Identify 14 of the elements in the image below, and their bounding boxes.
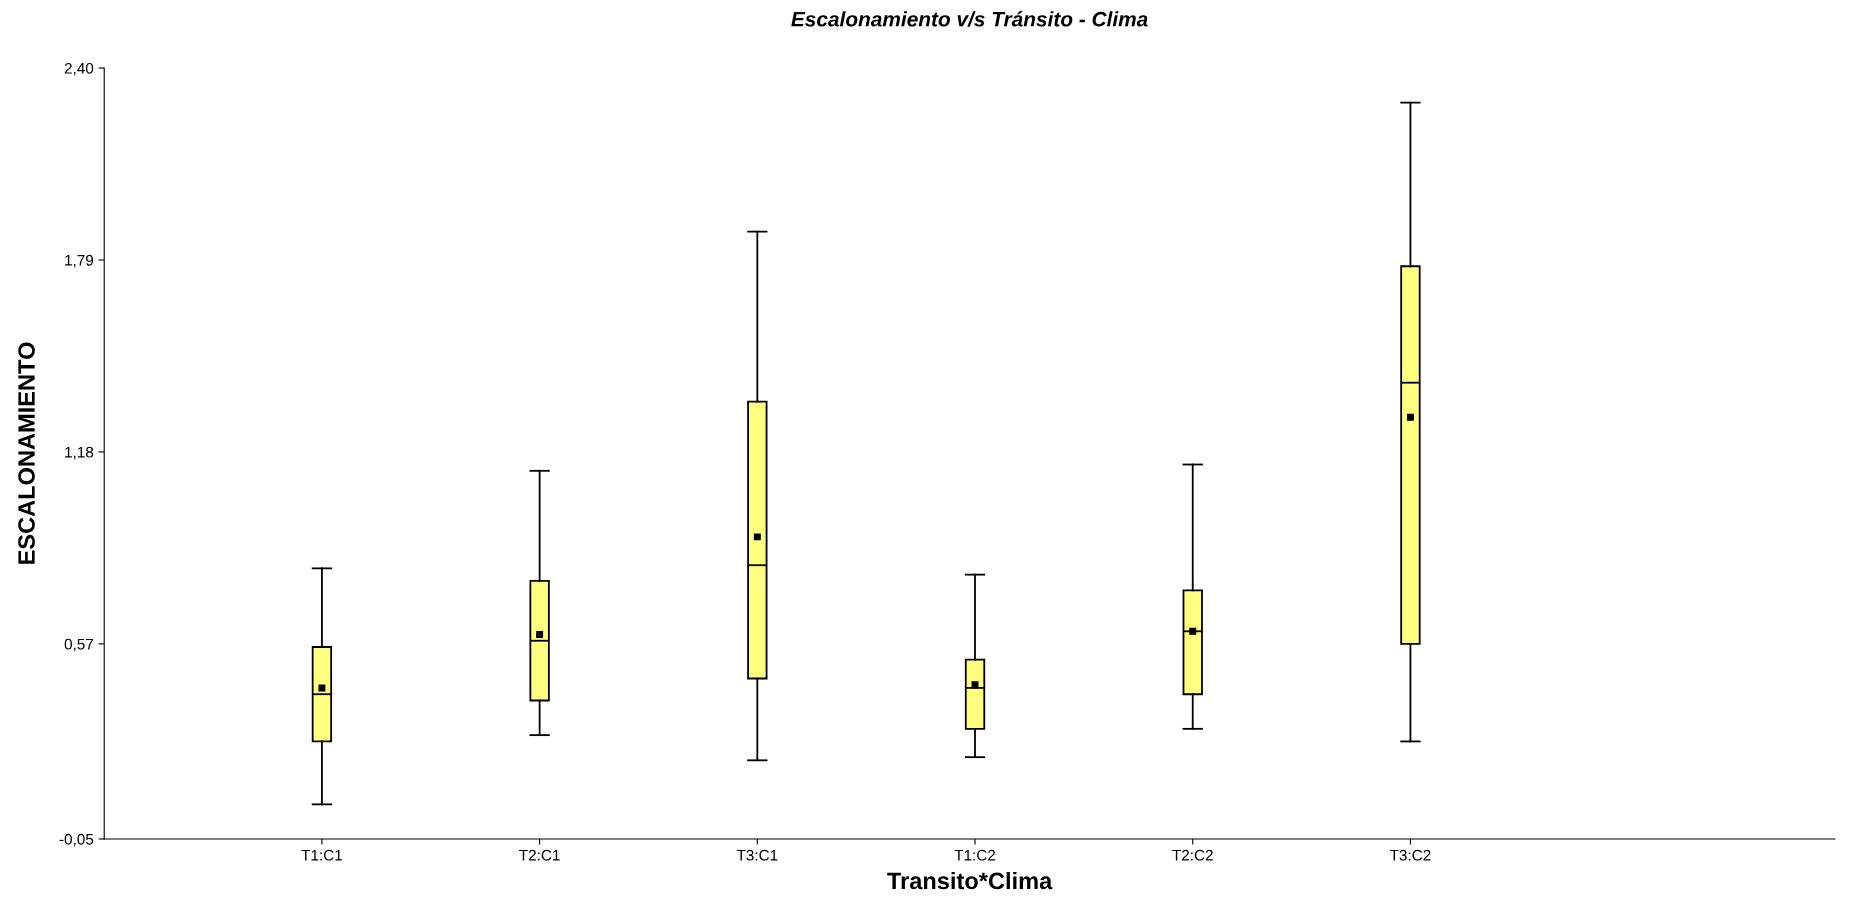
x-tick-label: T2:C2 <box>1172 849 1213 861</box>
y-tick-label: 1,18 <box>65 446 94 460</box>
chart-title: Escalonamiento v/s Tránsito - Clima <box>791 11 1148 27</box>
y-tick-label: 0,57 <box>64 638 94 652</box>
x-tick-label: T1:C2 <box>954 849 996 861</box>
y-tick-label: 1,79 <box>65 254 94 268</box>
x-tick-label: T1:C1 <box>301 849 342 861</box>
x-tick-label: T3:C1 <box>736 849 778 861</box>
y-tick-label: -0,05 <box>59 833 94 847</box>
y-axis-title: ESCALONAMIENTO <box>18 342 35 564</box>
x-axis-title: Transito*Clima <box>887 871 1053 890</box>
x-tick-label: T2:C1 <box>519 849 560 861</box>
x-tick-label: T3:C2 <box>1389 849 1431 861</box>
y-tick-label: 2,40 <box>64 62 94 76</box>
